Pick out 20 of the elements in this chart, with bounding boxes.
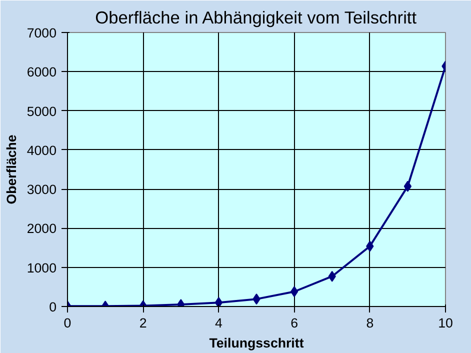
x-tick-label: 4 [214, 316, 223, 330]
x-tick-label: 6 [290, 316, 298, 330]
point [290, 286, 298, 298]
x-axis-title: Teilungsschritt [209, 336, 304, 350]
y-tick-label: 4000 [26, 142, 57, 158]
point [404, 180, 412, 192]
point [214, 297, 223, 306]
y-tick-label: 3000 [26, 182, 57, 198]
x-tick-label: 0 [64, 316, 72, 330]
y-tick-label: 2000 [26, 221, 57, 236]
y-tick-label: 1000 [26, 260, 57, 276]
chart-title: Oberfläche in Abhängigkeit vom Teilschritt [95, 8, 417, 28]
x-tick-label: 8 [366, 316, 374, 330]
y-tick-label: 7000 [26, 26, 57, 40]
y-tick-label: 5000 [26, 104, 57, 119]
x-tick-label: 10 [438, 316, 453, 330]
y-axis-title: Oberfläche [4, 134, 19, 204]
y-tick-label: 6000 [26, 64, 57, 80]
x-tick-label: 2 [139, 316, 147, 330]
y-tick-label: 0 [49, 300, 57, 314]
